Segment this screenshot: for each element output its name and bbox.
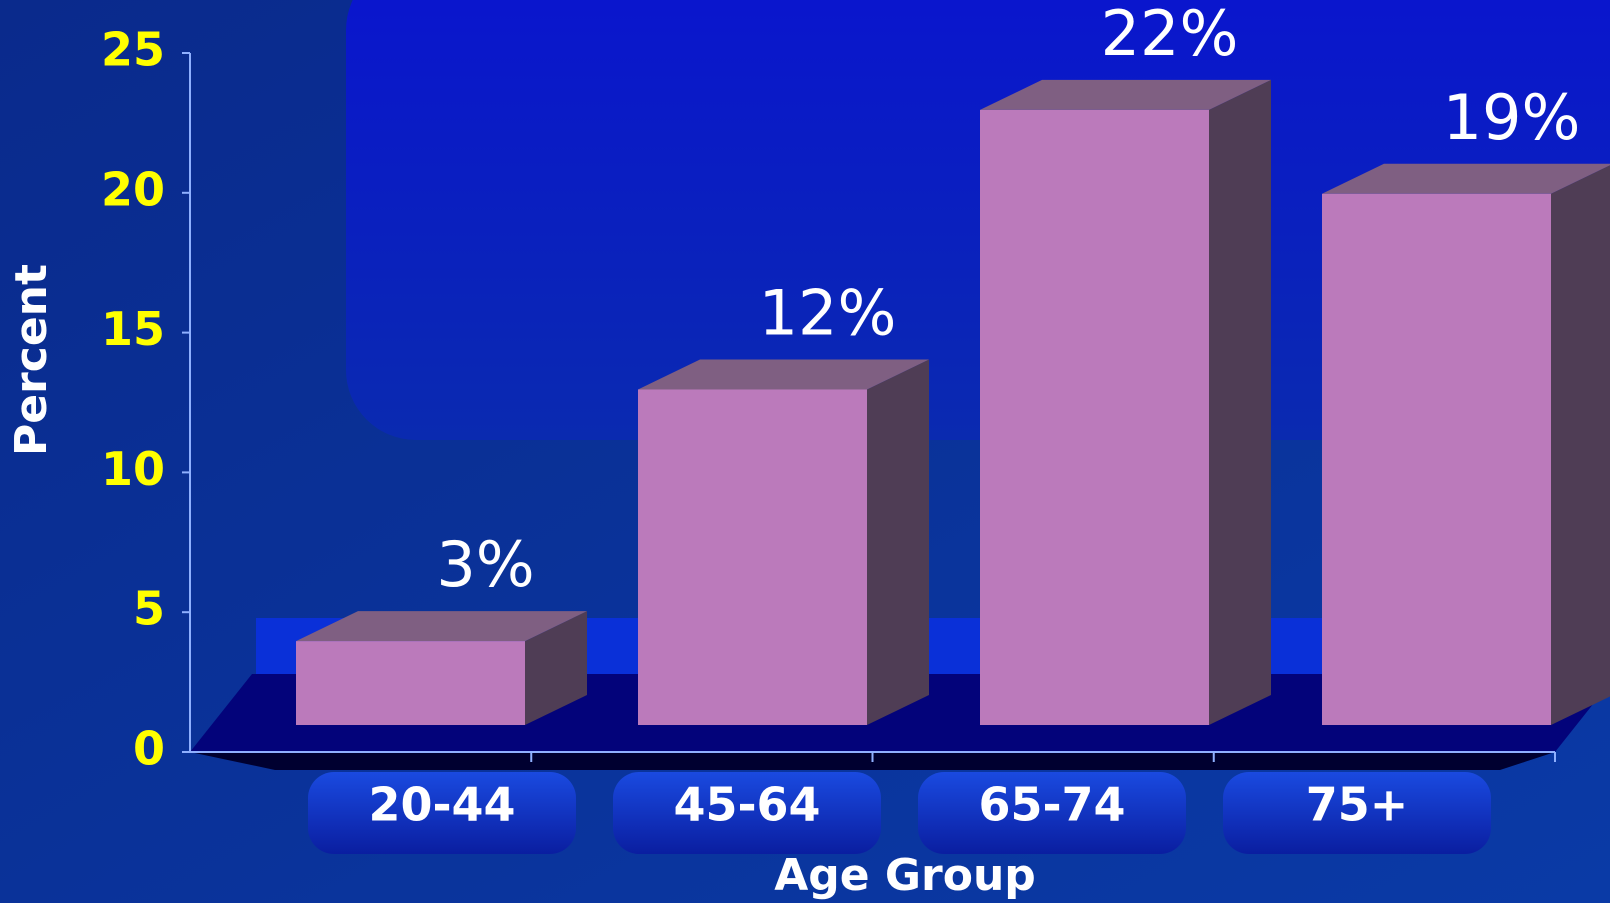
category-box [1223, 772, 1491, 854]
category-box [308, 772, 576, 854]
value-label: 19% [1443, 81, 1581, 154]
y-tick-label: 25 [101, 23, 165, 77]
bar-front [980, 109, 1209, 725]
value-label: 3% [436, 528, 534, 601]
x-tick-label: 75+ [1306, 778, 1409, 832]
bar-side [1209, 79, 1271, 725]
x-tick-label: 65-74 [978, 778, 1125, 832]
value-label: 12% [759, 277, 897, 350]
y-axis-title: Percent [6, 264, 57, 456]
bar-front [1322, 193, 1551, 725]
x-axis-title: Age Group [774, 850, 1036, 901]
y-tick-label: 15 [101, 302, 165, 356]
category-box [613, 772, 881, 854]
bar-top [296, 611, 587, 642]
value-label: 22% [1101, 0, 1239, 70]
bar-side [867, 359, 929, 725]
bar-front [638, 389, 867, 725]
bar-top [1322, 163, 1610, 194]
bar [980, 79, 1271, 725]
bar [1322, 163, 1610, 725]
y-tick-label: 10 [101, 442, 165, 496]
category-box [918, 772, 1186, 854]
bar-side [525, 611, 587, 725]
bar [296, 611, 587, 725]
bar-side [1551, 165, 1610, 725]
bar [638, 359, 929, 725]
y-tick-label: 20 [101, 162, 165, 216]
bar-front [296, 641, 525, 725]
x-tick-label: 20-44 [368, 778, 515, 832]
x-tick-label: 45-64 [673, 778, 820, 832]
y-tick-label: 0 [133, 722, 165, 776]
bar-top [638, 359, 929, 390]
panel [346, 0, 1610, 440]
y-tick-label: 5 [133, 582, 165, 636]
bar-top [980, 79, 1271, 110]
